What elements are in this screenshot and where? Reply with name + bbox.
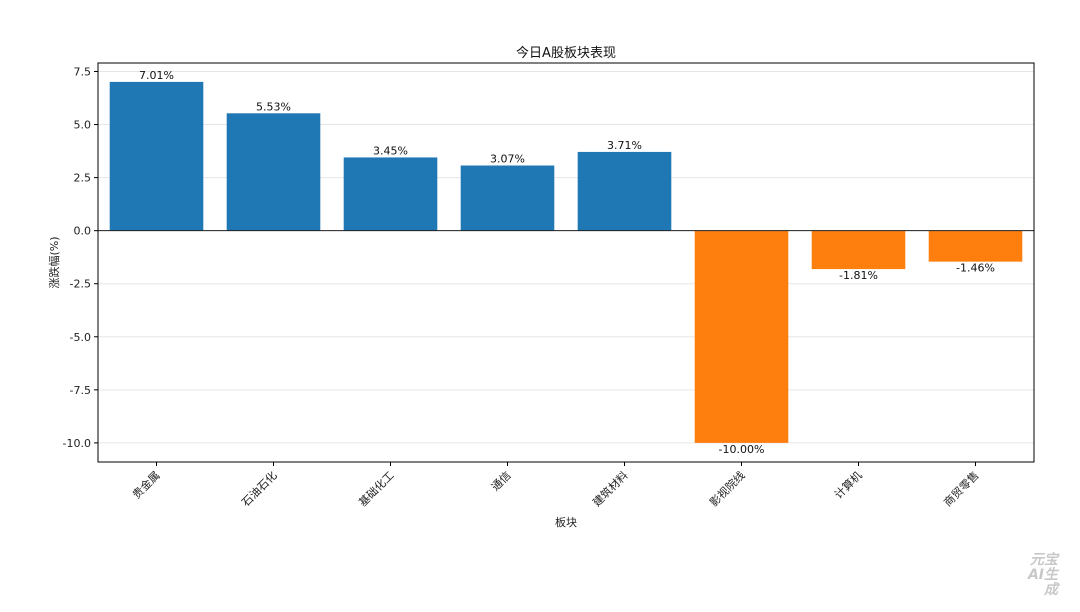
y-tick-label: 2.5 xyxy=(74,172,92,185)
data-label: 3.07% xyxy=(490,153,525,166)
bar xyxy=(928,230,1023,262)
data-label: 7.01% xyxy=(139,69,174,82)
watermark-line2: AI生成 xyxy=(1027,567,1058,598)
data-label: -1.46% xyxy=(956,262,995,275)
y-tick-label: -5.0 xyxy=(70,331,91,344)
chart-title: 今日A股板块表现 xyxy=(516,45,616,61)
x-axis-ticks: 贵金属 石油石化 基础化工 通信 建筑材料 影视院线 计算机 商贸零售 xyxy=(129,462,982,509)
watermark-line1: 元宝 xyxy=(1030,552,1058,568)
data-label: -1.81% xyxy=(839,269,878,282)
x-tick-label: 商贸零售 xyxy=(941,468,982,509)
bar xyxy=(343,157,438,231)
y-tick-label: 0.0 xyxy=(74,225,92,238)
y-tick-label: -10.0 xyxy=(63,437,91,450)
bar xyxy=(226,113,321,231)
x-tick-label: 基础化工 xyxy=(356,468,397,509)
bar xyxy=(460,165,555,231)
y-axis-ticks: 7.5 5.0 2.5 0.0 -2.5 -5.0 -7.5 -10.0 xyxy=(63,65,98,450)
watermark: 元宝 AI生成 xyxy=(1014,553,1058,598)
y-tick-label: -7.5 xyxy=(70,384,91,397)
x-axis-label: 板块 xyxy=(555,515,577,529)
x-tick-label: 建筑材料 xyxy=(590,468,631,509)
y-axis-label: 涨跌幅(%) xyxy=(47,236,61,288)
plot-frame xyxy=(97,62,1035,463)
bars xyxy=(109,81,1023,443)
bar xyxy=(109,81,204,231)
bar xyxy=(694,230,789,443)
data-label: 5.53% xyxy=(256,100,291,113)
data-label: -10.00% xyxy=(719,443,765,456)
y-tick-label: 5.0 xyxy=(74,119,92,132)
x-tick-label: 计算机 xyxy=(831,468,864,501)
x-tick-label: 石油石化 xyxy=(239,468,280,509)
x-tick-label: 影视院线 xyxy=(707,468,748,509)
y-tick-label: 7.5 xyxy=(74,65,92,78)
bar xyxy=(577,151,672,231)
x-tick-label: 通信 xyxy=(489,469,514,494)
bar xyxy=(811,230,906,270)
data-label: 3.45% xyxy=(373,144,408,157)
data-labels: 7.01% 5.53% 3.45% 3.07% 3.71% -10.00% -1.81% -1… xyxy=(139,69,995,456)
data-label: 3.71% xyxy=(607,139,642,152)
x-tick-label: 贵金属 xyxy=(129,468,162,501)
y-tick-label: -2.5 xyxy=(70,278,91,291)
